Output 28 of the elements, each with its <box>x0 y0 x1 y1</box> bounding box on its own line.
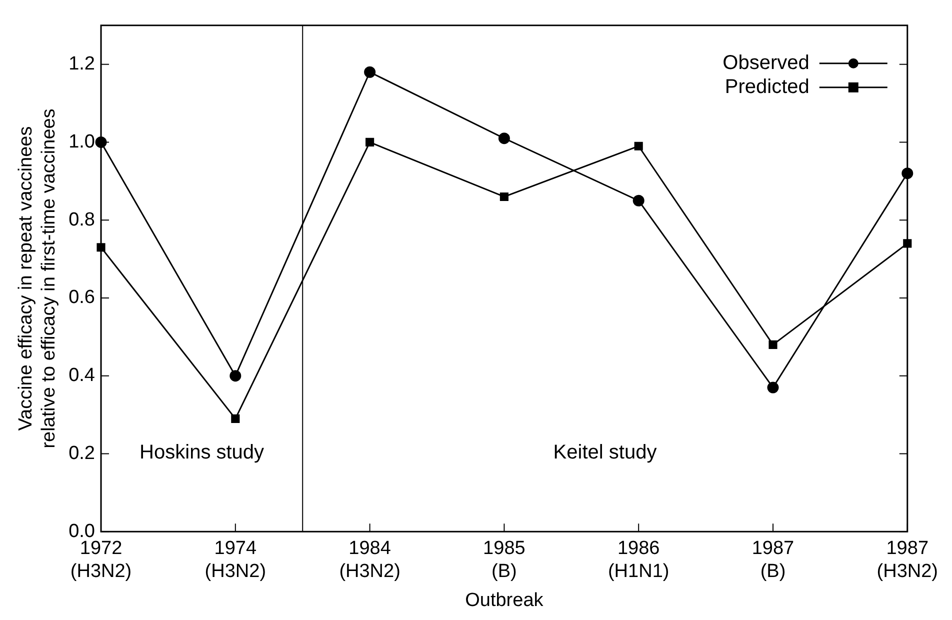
x-tick-label: 1984 (H3N2) <box>339 538 400 582</box>
y-tick-label: 0.4 <box>68 365 96 386</box>
annotation: Keitel study <box>553 442 657 464</box>
y-tick-label: 1.0 <box>68 131 96 152</box>
y-tick-label: 0.8 <box>68 209 96 230</box>
x-tick-label: 1987 (B) <box>752 538 794 582</box>
x-axis-title: Outbreak <box>465 590 544 611</box>
y-tick-label: 1.2 <box>68 54 96 75</box>
point <box>231 414 240 423</box>
x-tick-label: 1974 (H3N2) <box>204 538 266 582</box>
point <box>767 382 779 394</box>
x-tick-label: 1985 (B) <box>483 538 526 582</box>
x-tick-label: 1986 (H1N1) <box>608 538 670 582</box>
point <box>768 340 778 349</box>
point <box>230 370 242 382</box>
x-tick-label: 1987 (H3N2) <box>876 538 938 582</box>
legend-label: Observed <box>722 52 810 74</box>
y-axis-title: Vaccine efficacy in repeat vaccinees relative to efficacy in first-time vaccinees <box>16 108 60 448</box>
point <box>498 132 510 144</box>
y-tick-label: 0.6 <box>68 287 96 308</box>
legend-label: Predicted <box>724 76 810 98</box>
point <box>632 194 644 206</box>
point <box>364 66 376 78</box>
point <box>366 138 374 146</box>
point <box>634 142 643 150</box>
y-tick-label: 0.2 <box>68 442 96 464</box>
point <box>500 192 508 202</box>
annotation: Hoskins study <box>140 442 264 464</box>
